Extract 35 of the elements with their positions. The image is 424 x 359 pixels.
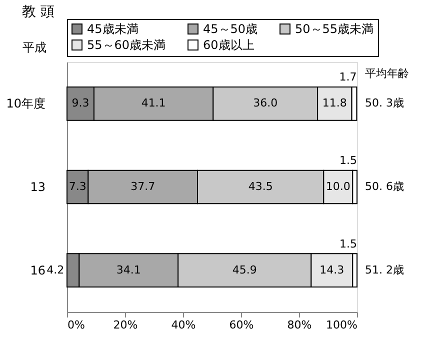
data-label: 14.3 — [320, 263, 344, 276]
text: 50. 6歳 — [365, 180, 404, 193]
data-label: 45.9 — [232, 263, 257, 276]
text: 平均年齢 — [365, 67, 409, 80]
data-label: 10.0 — [326, 180, 350, 193]
y-tick-label: 10年度 — [6, 96, 46, 111]
x-tick-label: 60% — [229, 318, 254, 332]
x-tick-label: 20% — [113, 318, 138, 332]
data-label: 37.7 — [130, 180, 156, 193]
text: 51. 2歳 — [365, 263, 404, 276]
legend-label: 55～60歳未満 — [87, 38, 166, 52]
x-tick-label: 0% — [68, 318, 85, 332]
legend-label: 50～55歳未満 — [295, 22, 374, 36]
legend-label: 60歳以上 — [203, 38, 254, 52]
text: 50. 3歳 — [365, 96, 404, 110]
x-tick-label: 100% — [326, 318, 358, 332]
data-label: 4.2 — [46, 263, 64, 276]
data-label: 11.8 — [322, 96, 347, 110]
data-label: 9.3 — [72, 96, 90, 110]
x-tick-label: 40% — [171, 318, 196, 332]
data-label: 41.1 — [141, 96, 166, 110]
data-label: 1.7 — [339, 70, 357, 84]
chart-title: 教 頭 — [22, 4, 54, 20]
legend-label: 45歳未満 — [87, 22, 138, 36]
data-label: 36.0 — [253, 96, 278, 110]
y-tick-label: 16 — [30, 263, 46, 278]
legend-label: 45～50歳 — [203, 22, 258, 36]
data-label: 1.5 — [340, 154, 357, 167]
y-axis-title: 平成 — [22, 40, 46, 54]
data-label: 34.1 — [116, 263, 141, 276]
data-label: 7.3 — [68, 180, 86, 193]
y-tick-label: 13 — [30, 180, 46, 194]
x-tick-label: 80% — [287, 318, 312, 332]
data-label: 1.5 — [340, 237, 357, 250]
data-label: 43.5 — [248, 180, 273, 193]
